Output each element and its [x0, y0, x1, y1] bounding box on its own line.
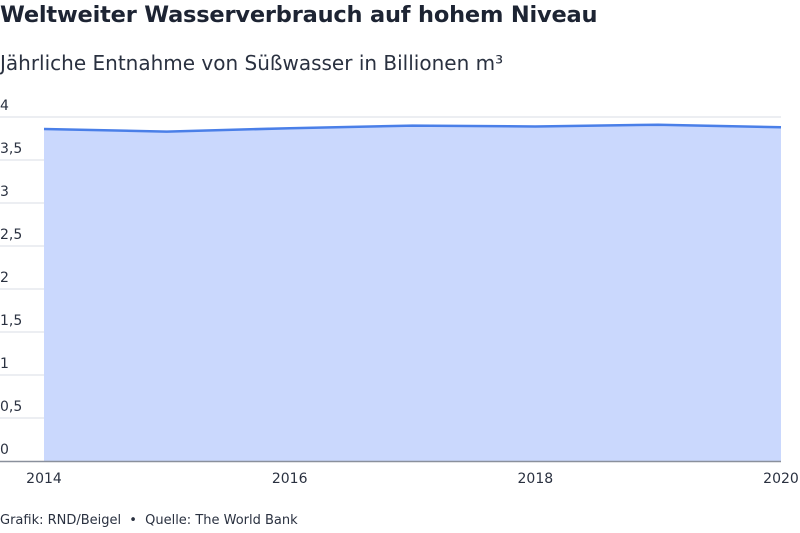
area-fill: [44, 124, 781, 461]
y-tick-label: 1: [0, 356, 9, 372]
x-tick-labels: 2014 2016 2018 2020: [26, 471, 799, 487]
x-tick-label: 2020: [763, 471, 799, 487]
area-chart: 0 0,5 1 1,5 2 2,5 3 3,5 4 2014 2016 2018 2020: [0, 98, 799, 487]
series-line: [43, 123, 782, 133]
y-tick-label: 3,5: [0, 141, 22, 157]
graphic-credit: Grafik: RND/Beigel: [0, 513, 122, 528]
y-tick-label: 2,5: [0, 227, 22, 243]
x-tick-label: 2016: [272, 471, 308, 487]
chart-subtitle: Jährliche Entnahme von Süßwasser in Bill…: [0, 51, 504, 75]
separator-dot: •: [129, 513, 137, 528]
x-tick-label: 2014: [26, 471, 62, 487]
x-tick-label: 2018: [518, 471, 554, 487]
y-tick-label: 4: [0, 98, 9, 114]
y-tick-label: 3: [0, 184, 9, 200]
y-tick-label: 0,5: [0, 399, 22, 415]
source-credit: Quelle: The World Bank: [145, 513, 298, 528]
chart-title: Weltweiter Wasserverbrauch auf hohem Niv…: [0, 2, 598, 28]
y-tick-labels: 0 0,5 1 1,5 2 2,5 3 3,5 4: [0, 98, 22, 458]
y-tick-label: 0: [0, 442, 9, 458]
y-tick-label: 1,5: [0, 313, 22, 329]
y-tick-label: 2: [0, 270, 9, 286]
footer-credits: Grafik: RND/Beigel • Quelle: The World B…: [0, 513, 298, 528]
